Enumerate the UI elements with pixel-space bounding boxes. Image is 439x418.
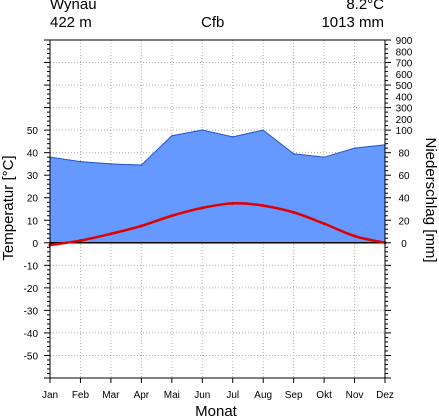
station-elevation: 422 m [50,14,92,31]
temperature-tick-label: 50 [27,126,39,137]
temperature-tick-label: -20 [24,284,39,295]
temperature-point [322,222,326,226]
x-tick-label: Jul [226,390,239,401]
precipitation-series [49,129,386,243]
temperature-point [109,232,113,236]
temperature-tick-label: 0 [32,239,38,250]
temperature-tick-label: 20 [27,194,39,205]
temperature-tick-label: 40 [27,149,39,160]
precipitation-point [353,147,356,149]
temperature-axis-title: Temperatur [°C] [0,155,17,260]
mean-temperature: 8.2°C [346,0,384,13]
station-name: Wynau [50,0,97,13]
x-tick-label: Feb [72,390,90,401]
precipitation-tick-label: 600 [396,70,413,81]
temperature-line [48,202,387,247]
temperature-tick-label: -50 [24,351,39,362]
precipitation-tick-label: 60 [398,171,410,182]
temperature-tick-label: 10 [27,216,39,227]
temperature-point [353,234,357,238]
temperature-point [292,210,296,214]
precipitation-tick-label: 100 [396,126,413,137]
precipitation-tick-label: 900 [396,36,413,47]
plot-border [49,39,386,379]
x-tick-label: Okt [316,390,332,401]
precipitation-axis-title: Niederschlag [mm] [422,137,439,262]
climate-classification: Cfb [201,14,225,31]
temperature-point [200,206,204,210]
temperature-point [139,224,143,228]
x-axis-title: Monat [195,403,238,418]
precipitation-tick-label: 700 [396,59,413,70]
x-tick-label: Sep [285,390,303,401]
x-tick-label: Jun [194,390,210,401]
temperature-tick-label: 30 [27,171,39,182]
plot-frame [49,39,386,379]
x-tick-label: Mar [102,390,120,401]
x-axis: Jan Feb Mar Apr Mai Jun Jul Aug Sep Okt Nov Dez [42,378,394,401]
temperature-point [261,204,265,208]
x-tick-label: Dez [376,390,394,401]
x-tick-label: Nov [346,390,364,401]
annual-precipitation: 1013 mm [321,14,384,31]
temperature-tick-label: -30 [24,306,39,317]
precipitation-point [140,164,143,166]
temperature-tick-label: -10 [24,261,39,272]
precipitation-point [292,152,295,155]
precipitation-tick-label: 20 [398,216,410,227]
temperature-axis: -50 -40 -30 -20 -10 0 10 20 30 40 50 [24,39,50,379]
precipitation-point [171,134,173,137]
precipitation-point [201,129,204,131]
precipitation-tick-label: 200 [396,115,413,126]
precipitation-tick-label: 500 [396,81,413,92]
temperature-point [78,239,82,243]
x-tick-label: Jan [42,390,58,401]
temperature-tick-label: -40 [24,329,39,340]
precipitation-point [323,156,325,158]
precipitation-point [110,163,112,165]
temperature-point [231,201,235,205]
precipitation-tick-label: 400 [396,92,413,103]
precipitation-line [49,129,386,166]
x-tick-label: Mai [164,390,180,401]
precipitation-point [262,129,264,131]
precipitation-tick-label: 800 [396,47,413,58]
precipitation-tick-label: 80 [398,149,410,160]
x-tick-label: Aug [254,390,272,401]
precipitation-point [79,160,82,163]
precipitation-point [231,136,234,138]
x-tick-label: Apr [134,390,150,401]
precipitation-tick-label: 40 [398,194,410,205]
precipitation-area [50,130,385,243]
temperature-point [170,214,174,218]
precipitation-tick-label: 0 [401,239,407,250]
precipitation-tick-label: 300 [396,104,413,115]
